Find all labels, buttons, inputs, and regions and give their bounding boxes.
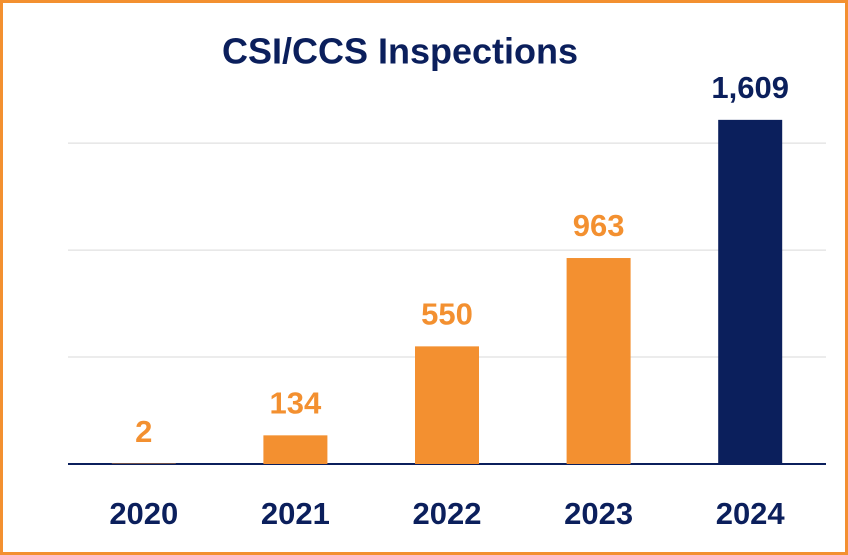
value-label: 1,609 <box>711 70 789 105</box>
bar <box>566 258 631 464</box>
value-label: 134 <box>270 386 322 421</box>
x-tick-label: 2023 <box>564 496 633 531</box>
bar <box>415 346 479 464</box>
bar <box>263 435 328 464</box>
value-label: 963 <box>573 208 625 243</box>
x-tick-label: 2022 <box>413 496 482 531</box>
bar <box>718 119 783 464</box>
x-tick-label: 2024 <box>716 496 786 531</box>
x-tick-label: 2020 <box>109 496 178 531</box>
value-label: 2 <box>135 414 152 449</box>
chart-title: CSI/CCS Inspections <box>222 31 578 72</box>
x-tick-label: 2021 <box>261 496 330 531</box>
value-label: 550 <box>421 297 473 332</box>
